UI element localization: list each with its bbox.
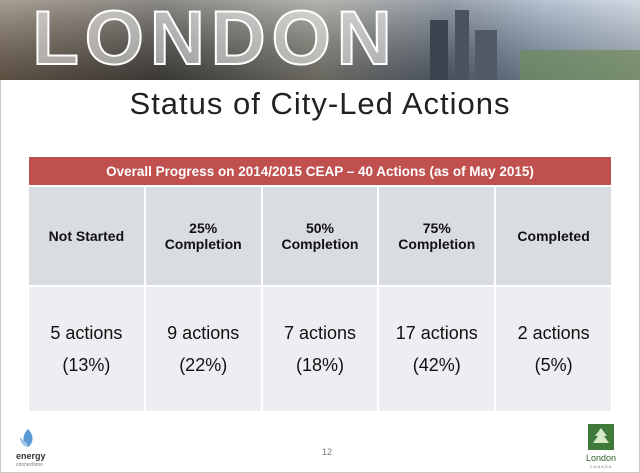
building xyxy=(475,30,497,80)
data-cell: 2 actions (5%) xyxy=(494,285,613,413)
action-count: 2 actions xyxy=(517,323,590,343)
column-header: Completed xyxy=(494,185,613,287)
banner-text: LONDON xyxy=(32,0,397,80)
action-count: 17 actions xyxy=(395,323,478,343)
energy-logo: energy connections xyxy=(16,429,46,467)
progress-table: Overall Progress on 2014/2015 CEAP – 40 … xyxy=(27,155,613,413)
data-cell: 17 actions (42%) xyxy=(377,285,497,413)
action-share: (13%) xyxy=(62,355,111,375)
caption-row: Overall Progress on 2014/2015 CEAP – 40 … xyxy=(27,155,613,187)
column-header: 75% Completion xyxy=(377,185,497,287)
london-logo: London CANADA xyxy=(586,424,616,469)
action-share: (18%) xyxy=(295,355,344,375)
building xyxy=(430,20,448,80)
data-row: 5 actions (13%) 9 actions (22%) 7 actions (18… xyxy=(27,285,613,413)
action-count: 7 actions xyxy=(283,323,357,343)
action-count: 5 actions xyxy=(50,323,123,343)
column-header: 50% Completion xyxy=(260,185,380,287)
column-row: Not Started 25% Completion 50% Completion 7… xyxy=(27,185,613,287)
logo-subtext: connections xyxy=(16,462,43,467)
data-cell: 7 actions (18%) xyxy=(260,285,380,413)
data-cell: 9 actions (22%) xyxy=(143,285,263,413)
column-header: Not Started xyxy=(27,185,146,287)
logo-tree xyxy=(593,428,609,443)
banner: LONDON xyxy=(0,0,640,80)
logo-text: energy xyxy=(16,451,46,461)
table-head: Overall Progress on 2014/2015 CEAP – 40 … xyxy=(27,155,613,287)
logo-subtext: CANADA xyxy=(590,464,613,469)
table-body: 5 actions (13%) 9 actions (22%) 7 actions (18… xyxy=(27,285,613,413)
action-share: (22%) xyxy=(179,355,228,375)
logo-icon xyxy=(20,437,28,447)
data-cell: 5 actions (13%) xyxy=(27,285,146,413)
slide-title: Status of City-Led Actions xyxy=(129,86,511,121)
logo-text: London xyxy=(586,453,616,463)
building xyxy=(455,10,469,80)
action-share: (42%) xyxy=(412,355,461,375)
column-header: 25% Completion xyxy=(143,185,263,287)
action-count: 9 actions xyxy=(167,323,240,343)
table-caption: Overall Progress on 2014/2015 CEAP – 40 … xyxy=(27,155,613,187)
action-share: (5%) xyxy=(534,355,573,375)
page-number: 12 xyxy=(321,447,332,457)
trees xyxy=(520,50,640,80)
